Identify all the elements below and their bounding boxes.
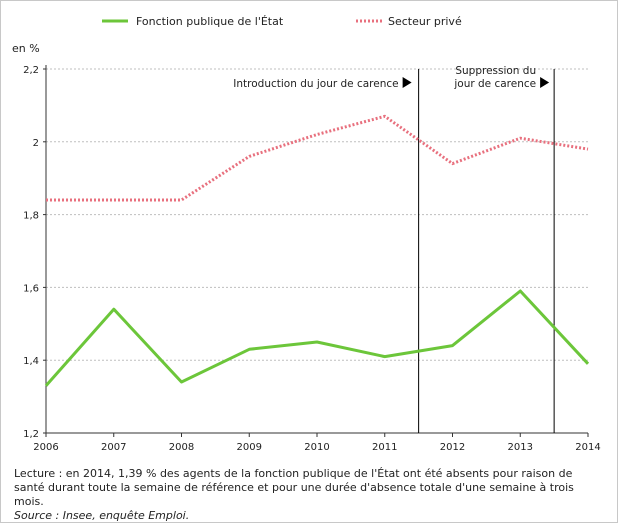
annotation-label: Suppression du: [455, 65, 536, 77]
annotation-label: jour de carence: [453, 78, 536, 90]
x-tick-label: 2007: [101, 442, 126, 453]
y-tick-label: 2,2: [23, 65, 39, 76]
legend-label-1: Secteur privé: [388, 15, 462, 28]
x-tick-label: 2013: [508, 442, 533, 453]
legend-label-0: Fonction publique de l'État: [136, 15, 284, 28]
y-tick-label: 1,6: [23, 283, 39, 294]
lecture-note: Lecture : en 2014, 1,39 % des agents de …: [14, 467, 574, 508]
chart-caption: Lecture : en 2014, 1,39 % des agents de …: [14, 467, 604, 523]
y-tick-label: 1,2: [23, 429, 39, 440]
x-tick-label: 2011: [372, 442, 397, 453]
x-tick-label: 2014: [575, 442, 600, 453]
y-tick-label: 1,4: [23, 356, 39, 367]
x-tick-label: 2009: [237, 442, 262, 453]
annotation-arrow: [402, 77, 412, 88]
x-tick-label: 2012: [440, 442, 465, 453]
series-line-1: [46, 114, 589, 202]
x-tick-label: 2008: [169, 442, 194, 453]
y-tick-label: 2: [33, 138, 39, 149]
series-line-0: [44, 289, 590, 387]
annotation-label: Introduction du jour de carence: [233, 78, 398, 90]
x-tick-label: 2006: [33, 442, 58, 453]
source-note: Source : Insee, enquête Emploi.: [14, 509, 190, 522]
annotation-arrow: [540, 77, 550, 88]
x-tick-label: 2010: [304, 442, 329, 453]
y-axis-label: en %: [12, 42, 40, 55]
y-tick-label: 1,8: [23, 211, 39, 222]
